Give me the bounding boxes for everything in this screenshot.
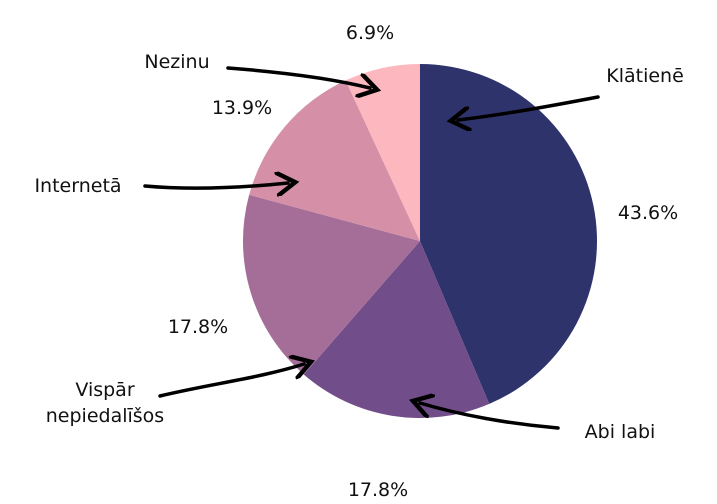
slice — [249, 80, 420, 241]
value-label: 6.9% — [345, 22, 395, 44]
arrow — [420, 403, 560, 430]
slice — [303, 241, 490, 418]
slice — [243, 194, 420, 375]
pie — [243, 64, 598, 418]
value-label: 17.8% — [167, 316, 229, 338]
value-label: 43.6% — [617, 202, 679, 224]
arrow — [458, 95, 600, 120]
category-label: Klātienē — [606, 65, 684, 87]
arrows — [143, 66, 600, 430]
value-label: 17.8% — [347, 479, 409, 501]
arrow — [158, 364, 304, 398]
category-label: Nezinu — [144, 51, 210, 73]
slice — [345, 64, 420, 241]
category-label: Internetā — [34, 175, 122, 197]
category-label: Abi labi — [584, 421, 656, 443]
value-label: 13.9% — [211, 97, 273, 119]
category-label: Vispār nepiedalīšos — [45, 379, 165, 427]
arrow — [143, 183, 288, 188]
slice — [420, 64, 598, 404]
arrow — [226, 66, 370, 88]
